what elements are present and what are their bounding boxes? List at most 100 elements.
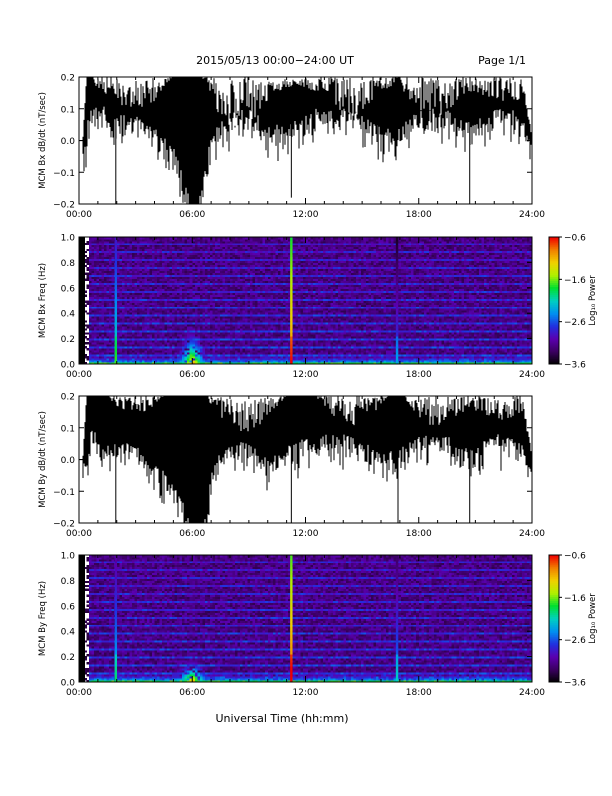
spectrogram-cell: [233, 281, 236, 283]
spectrogram-cell: [147, 344, 150, 346]
spectrogram-cell: [255, 247, 258, 249]
spectrogram-cell: [227, 356, 230, 358]
spectrogram-cell: [217, 263, 220, 265]
spectrogram-cell: [190, 302, 193, 304]
spectrogram-cell: [144, 299, 147, 301]
spectrogram-cell: [170, 247, 173, 249]
spectrogram-cell: [253, 340, 256, 342]
spectrogram-cell: [202, 358, 205, 360]
spectrogram-cell: [149, 241, 152, 243]
spectrogram-cell: [102, 297, 105, 299]
spectrogram-cell: [215, 302, 218, 304]
spectrogram-cell: [200, 304, 203, 306]
spectrogram-cell: [124, 342, 127, 344]
spectrogram-cell: [175, 301, 178, 303]
spectrogram-cell: [149, 322, 152, 324]
spectrogram-cell: [147, 263, 150, 265]
spectrogram-cell: [238, 251, 241, 253]
spectrogram-cell: [255, 243, 258, 245]
spectrogram-cell: [99, 344, 102, 346]
spectrogram-cell: [97, 287, 100, 289]
spectrogram-cell: [170, 326, 173, 328]
spectrogram-cell: [152, 352, 155, 354]
spectrogram-cell: [258, 358, 261, 360]
spectrogram-cell: [147, 301, 150, 303]
spectrogram-cell: [207, 245, 210, 247]
spectrogram-cell: [195, 283, 198, 285]
spectrogram-cell: [124, 251, 127, 253]
spectrogram-cell: [170, 356, 173, 358]
spectrogram-cell: [99, 338, 102, 340]
spectrogram-cell: [94, 293, 97, 295]
spectrogram-cell: [263, 308, 266, 310]
spectrogram-cell: [127, 308, 130, 310]
spectrogram-cell: [260, 356, 263, 358]
spectrogram-cell: [217, 330, 220, 332]
spectrogram-cell: [225, 346, 228, 348]
spectrogram-cell: [207, 358, 210, 360]
spectrogram-cell: [167, 247, 170, 249]
spectrogram-cell: [212, 320, 215, 322]
spectrogram-cell: [175, 265, 178, 267]
spectrogram-cell: [127, 261, 130, 263]
spectrogram-cell: [92, 295, 95, 297]
spectrogram-cell: [142, 283, 145, 285]
spectrogram-cell: [217, 301, 220, 303]
spectrogram-cell: [87, 342, 90, 344]
spectrogram-cell: [175, 277, 178, 279]
spectrogram-cell: [190, 310, 193, 312]
spectrogram-cell: [160, 342, 163, 344]
spectrogram-cell: [215, 267, 218, 269]
spectrogram-cell: [222, 291, 225, 293]
spectrogram-cell: [94, 249, 97, 251]
spectrogram-cell: [212, 308, 215, 310]
spectrogram-cell: [197, 322, 200, 324]
spectrogram-cell: [185, 312, 188, 314]
spectrogram-cell: [119, 257, 122, 259]
spectrogram-cell: [275, 257, 278, 259]
spectrogram-cell: [195, 330, 198, 332]
spectrogram-cell: [94, 275, 97, 277]
spectrogram-cell: [112, 285, 115, 287]
spectrogram-cell: [222, 314, 225, 316]
spectrogram-cell: [210, 243, 213, 245]
spectrogram-cell: [185, 285, 188, 287]
spectrogram-cell: [275, 352, 278, 354]
spectrogram-cell: [187, 259, 190, 261]
spectrogram-cell: [117, 340, 120, 342]
spectrogram-cell: [273, 285, 276, 287]
spectrogram-cell: [97, 269, 100, 271]
spectrogram-cell: [147, 322, 150, 324]
spectrogram-cell: [152, 312, 155, 314]
spectrogram-cell: [104, 277, 107, 279]
spectrogram-cell: [200, 287, 203, 289]
spectrogram-cell: [142, 304, 145, 306]
spectrogram-cell: [92, 344, 95, 346]
spectrogram-cell: [92, 247, 95, 249]
spectrogram-cell: [175, 289, 178, 291]
spectrogram-cell: [233, 287, 236, 289]
spectrogram-cell: [147, 352, 150, 354]
spectrogram-cell: [152, 302, 155, 304]
spectrogram-cell: [149, 318, 152, 320]
spectrogram-cell: [137, 265, 140, 267]
spectrogram-cell: [217, 352, 220, 354]
spectrogram-cell: [207, 293, 210, 295]
spectrogram-cell: [200, 267, 203, 269]
spectrogram-cell: [222, 306, 225, 308]
spectrogram-cell: [109, 279, 112, 281]
spectrogram-cell: [225, 287, 228, 289]
spectrogram-cell: [165, 350, 168, 352]
spectrogram-cell: [165, 261, 168, 263]
spectrogram-cell: [210, 247, 213, 249]
spectrogram-cell: [250, 346, 253, 348]
spectrogram-cell: [155, 253, 158, 255]
spectrogram-cell: [182, 352, 185, 354]
spectrogram-cell: [273, 243, 276, 245]
spectrogram-cell: [104, 283, 107, 285]
spectrogram-cell: [157, 342, 160, 344]
spectrogram-cell: [260, 271, 263, 273]
spectrogram-cell: [139, 239, 142, 241]
spectrogram-cell: [132, 342, 135, 344]
spectrogram-cell: [162, 301, 165, 303]
